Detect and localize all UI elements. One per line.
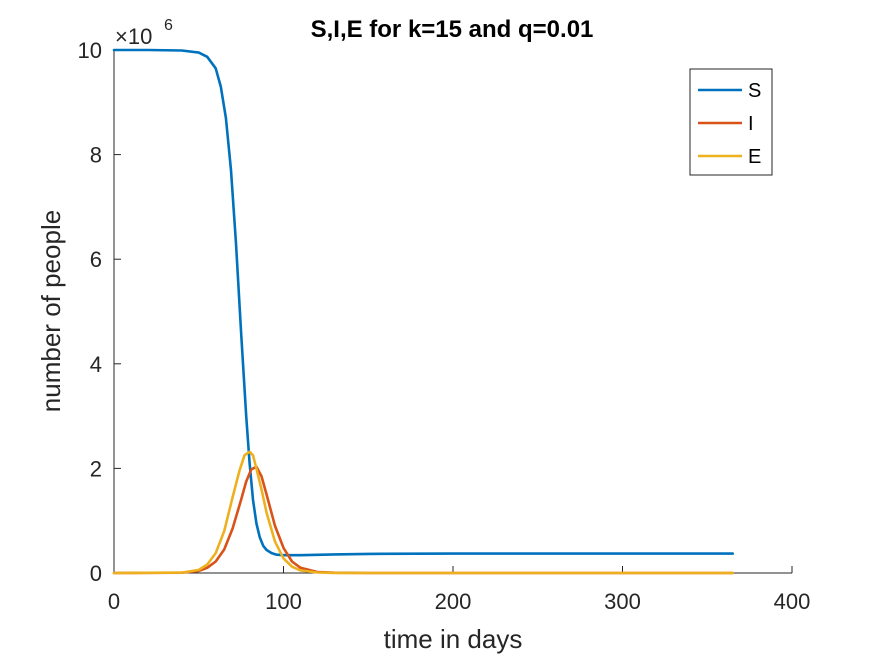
y-tick-label: 0: [90, 561, 102, 586]
y-axis-label: number of people: [36, 210, 66, 412]
x-tick-label: 400: [774, 589, 811, 614]
series-line-E: [112, 450, 735, 575]
y-tick-label: 8: [90, 143, 102, 168]
ticks: 0 100 200 300 400 0 2 4 6 8 10: [78, 38, 811, 614]
legend-label-S: S: [748, 80, 761, 102]
series-line-S: [112, 48, 735, 557]
legend-label-E: E: [748, 146, 761, 168]
y-multiplier-exponent: 6: [164, 17, 173, 34]
x-tick-label: 300: [604, 589, 641, 614]
x-tick-label: 200: [435, 589, 472, 614]
legend: SIE: [689, 68, 773, 176]
x-tick-label: 0: [108, 589, 120, 614]
series-group: [112, 48, 735, 575]
y-axis-multiplier: ×10 6: [115, 17, 173, 49]
x-tick-label: 100: [265, 589, 302, 614]
series-line-I: [112, 465, 735, 575]
legend-label-I: I: [748, 113, 754, 135]
y-tick-label: 2: [90, 456, 102, 481]
y-tick-label: 4: [90, 352, 102, 377]
y-tick-label: 10: [78, 38, 102, 63]
y-tick-label: 6: [90, 247, 102, 272]
chart-title: S,I,E for k=15 and q=0.01: [311, 16, 594, 43]
y-multiplier-base: ×10: [115, 24, 152, 49]
x-axis-label: time in days: [384, 624, 523, 654]
